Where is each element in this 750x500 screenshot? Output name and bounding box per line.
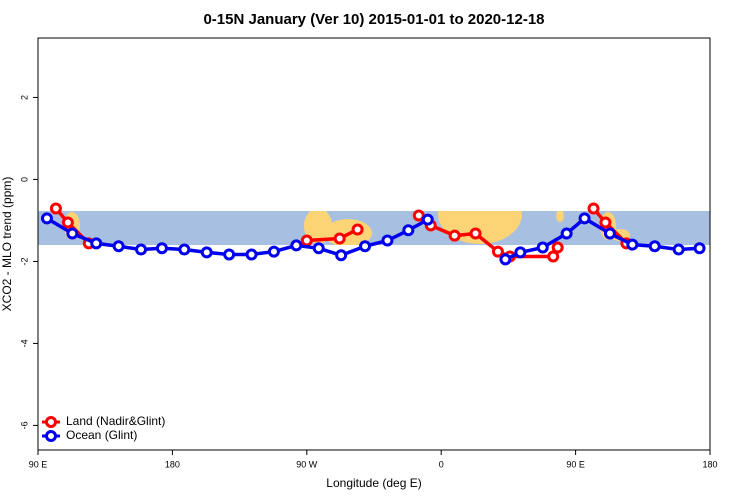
- point: [290, 239, 303, 252]
- point: [421, 213, 434, 226]
- point: [200, 246, 213, 259]
- point: [560, 227, 573, 240]
- point: [536, 241, 549, 254]
- point: [491, 245, 504, 258]
- point: [66, 227, 79, 240]
- y-tick-label: -4: [19, 339, 29, 347]
- point: [551, 241, 564, 254]
- x-tick-label: 90 E: [29, 459, 48, 469]
- point: [693, 242, 706, 255]
- point: [49, 202, 62, 215]
- legend-label: Ocean (Glint): [66, 428, 137, 442]
- point: [402, 224, 415, 237]
- point: [351, 223, 364, 236]
- point: [112, 240, 125, 253]
- point: [359, 240, 372, 253]
- chart-title: 0-15N January (Ver 10) 2015-01-01 to 202…: [203, 11, 544, 28]
- point: [469, 227, 482, 240]
- y-tick-label: -2: [19, 257, 29, 265]
- point: [514, 246, 527, 259]
- point: [223, 248, 236, 261]
- point: [603, 227, 616, 240]
- x-tick-label: 90 W: [296, 459, 318, 469]
- point: [648, 240, 661, 253]
- point: [312, 242, 325, 255]
- point: [335, 249, 348, 262]
- y-tick-label: 2: [19, 95, 29, 100]
- point: [245, 248, 258, 261]
- point: [626, 238, 639, 251]
- point: [499, 253, 512, 266]
- y-tick-label: 0: [19, 177, 29, 182]
- point: [40, 212, 53, 225]
- x-tick-label: 180: [165, 459, 180, 469]
- legend-marker: [45, 430, 57, 442]
- point: [547, 250, 560, 263]
- point: [412, 209, 425, 222]
- legend-marker: [45, 416, 57, 428]
- point: [267, 245, 280, 258]
- point: [90, 237, 103, 250]
- point: [448, 229, 461, 242]
- legend-label: Land (Nadir&Glint): [66, 414, 165, 428]
- x-tick-label: 90 E: [566, 459, 585, 469]
- point: [300, 234, 313, 247]
- y-axis-label: XCO2 - MLO trend (ppm): [0, 177, 14, 312]
- x-tick-label: 0: [439, 459, 444, 469]
- point: [599, 216, 612, 229]
- plot-frame: [37, 37, 711, 451]
- point: [381, 234, 394, 247]
- x-tick-label: 180: [702, 459, 717, 469]
- point: [61, 216, 74, 229]
- x-axis-label: Longitude (deg E): [326, 476, 421, 490]
- point: [672, 243, 685, 256]
- point: [333, 232, 346, 245]
- point: [155, 242, 168, 255]
- y-tick-label: -6: [19, 421, 29, 429]
- point: [587, 202, 600, 215]
- point: [178, 243, 191, 256]
- point: [135, 243, 148, 256]
- point: [578, 212, 591, 225]
